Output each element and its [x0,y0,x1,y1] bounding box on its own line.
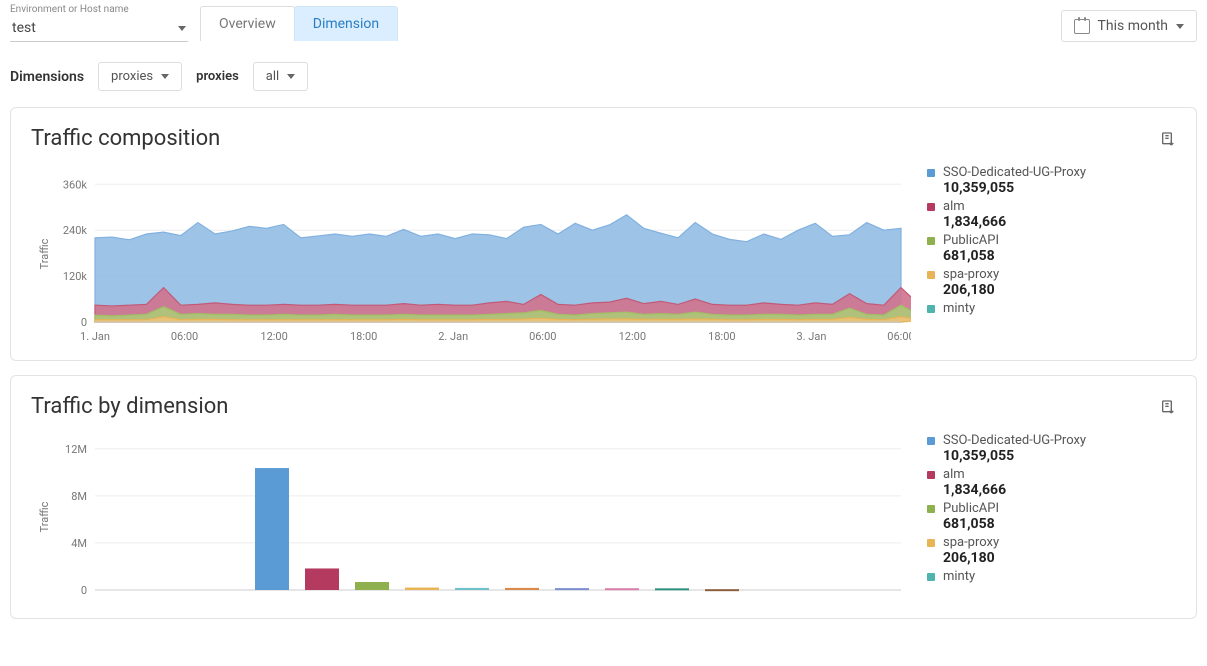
legend-name: minty [943,301,975,316]
svg-text:18:00: 18:00 [350,330,377,343]
svg-text:360k: 360k [63,178,88,191]
svg-text:06:00: 06:00 [529,330,556,343]
traffic-composition-panel: Traffic composition Traffic 0 120k 240k 360… [10,107,1197,361]
legend-value: 1,834,666 [943,214,1086,230]
svg-text:06:00: 06:00 [887,330,911,343]
legend-swatch [927,505,935,513]
legend-value: 206,180 [943,282,1086,298]
legend-swatch [927,237,935,245]
chart-legend: SSO-Dedicated-UG-Proxy10,359,055alm1,834… [927,429,1086,604]
panel-title: Traffic composition [31,126,220,151]
svg-text:1. Jan: 1. Jan [80,330,110,343]
legend-item: minty [927,301,1086,316]
svg-text:8M: 8M [71,490,87,503]
svg-text:12:00: 12:00 [260,330,287,343]
svg-text:12M: 12M [65,443,87,456]
proxies-value: all [266,69,279,84]
legend-name: PublicAPI [943,233,999,248]
export-icon[interactable] [1160,398,1176,416]
svg-text:120k: 120k [63,270,88,283]
legend-name: alm [943,199,965,214]
svg-text:12:00: 12:00 [619,330,646,343]
proxies-label: proxies [196,69,239,84]
svg-text:4M: 4M [71,537,87,550]
legend-item: PublicAPI681,058 [927,233,1086,264]
panel-title: Traffic by dimension [31,394,228,419]
legend-item: alm1,834,666 [927,199,1086,230]
legend-value: 206,180 [943,550,1086,566]
legend-value: 1,834,666 [943,482,1086,498]
traffic-by-dimension-panel: Traffic by dimension Traffic 0 4M 8M 12M SS… [10,375,1197,619]
legend-value: 681,058 [943,516,1086,532]
legend-swatch [927,437,935,445]
chevron-down-icon [161,74,169,79]
legend-swatch [927,169,935,177]
legend-swatch [927,471,935,479]
svg-text:240k: 240k [63,224,88,237]
legend-name: spa-proxy [943,267,999,282]
chevron-down-icon [178,26,186,31]
legend-item: alm1,834,666 [927,467,1086,498]
legend-item: spa-proxy206,180 [927,267,1086,298]
legend-swatch [927,271,935,279]
legend-value: 10,359,055 [943,180,1086,196]
chart-legend: SSO-Dedicated-UG-Proxy10,359,055alm1,834… [927,161,1086,346]
legend-name: SSO-Dedicated-UG-Proxy [943,165,1086,180]
export-icon[interactable] [1160,130,1176,148]
date-range-picker[interactable]: This month [1061,10,1197,42]
tab-dimension[interactable]: Dimension [294,6,398,41]
svg-text:06:00: 06:00 [171,330,198,343]
env-select[interactable]: test [10,17,188,42]
legend-value: 681,058 [943,248,1086,264]
calendar-icon [1074,19,1090,34]
legend-item: SSO-Dedicated-UG-Proxy10,359,055 [927,433,1086,464]
legend-item: spa-proxy206,180 [927,535,1086,566]
legend-name: PublicAPI [943,501,999,516]
legend-name: spa-proxy [943,535,999,550]
proxies-select[interactable]: all [253,62,308,91]
legend-name: minty [943,569,975,584]
legend-name: alm [943,467,965,482]
legend-swatch [927,305,935,313]
legend-item: minty [927,569,1086,584]
chevron-down-icon [287,74,295,79]
svg-text:0: 0 [81,584,87,597]
dimensions-select[interactable]: proxies [98,62,182,91]
chevron-down-icon [1176,24,1184,29]
svg-text:0: 0 [81,316,87,329]
dimensions-value: proxies [111,69,153,84]
view-tabs: Overview Dimension [200,6,397,41]
legend-item: SSO-Dedicated-UG-Proxy10,359,055 [927,165,1086,196]
date-range-label: This month [1098,18,1168,34]
legend-swatch [927,539,935,547]
bar-chart: Traffic 0 4M 8M 12M [31,429,911,604]
legend-value: 10,359,055 [943,448,1086,464]
y-axis-label: Traffic [38,501,51,532]
area-chart: Traffic 0 120k 240k 360k 1. Jan 06:00 12:00 18:… [31,161,911,346]
legend-name: SSO-Dedicated-UG-Proxy [943,433,1086,448]
env-value: test [12,20,36,36]
legend-swatch [927,573,935,581]
tab-overview[interactable]: Overview [200,6,295,41]
legend-swatch [927,203,935,211]
svg-text:18:00: 18:00 [708,330,735,343]
svg-text:2. Jan: 2. Jan [438,330,468,343]
dimensions-label: Dimensions [10,69,84,85]
svg-text:3. Jan: 3. Jan [796,330,826,343]
env-label: Environment or Host name [10,4,188,15]
legend-item: PublicAPI681,058 [927,501,1086,532]
y-axis-label: Traffic [38,238,51,269]
